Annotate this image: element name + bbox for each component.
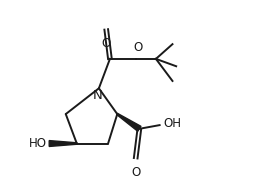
Text: O: O: [131, 166, 140, 179]
Text: O: O: [133, 41, 142, 54]
Polygon shape: [117, 114, 141, 131]
Text: HO: HO: [29, 137, 47, 150]
Text: N: N: [93, 89, 103, 102]
Text: O: O: [102, 37, 111, 50]
Text: OH: OH: [163, 117, 181, 130]
Polygon shape: [49, 141, 77, 146]
